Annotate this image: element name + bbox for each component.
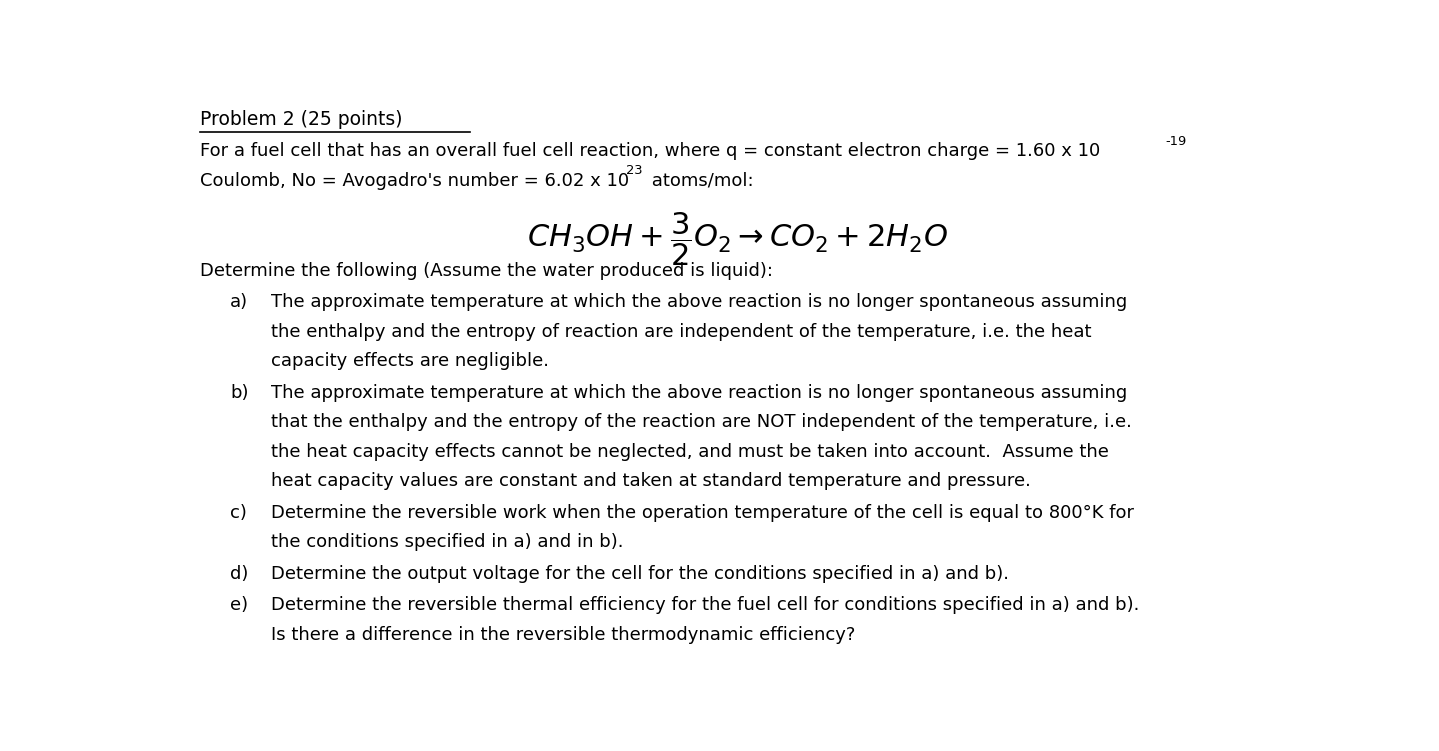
Text: the conditions specified in a) and in b).: the conditions specified in a) and in b)…: [272, 533, 625, 551]
Text: the enthalpy and the entropy of reaction are independent of the temperature, i.e: the enthalpy and the entropy of reaction…: [272, 323, 1092, 341]
Text: b): b): [230, 384, 249, 402]
Text: For a fuel cell that has an overall fuel cell reaction, where q = constant elect: For a fuel cell that has an overall fuel…: [200, 142, 1101, 160]
Text: Determine the reversible thermal efficiency for the fuel cell for conditions spe: Determine the reversible thermal efficie…: [272, 596, 1140, 614]
Text: -19: -19: [1166, 134, 1187, 148]
Text: c): c): [230, 504, 248, 522]
Text: Determine the following (Assume the water produced is liquid):: Determine the following (Assume the wate…: [200, 262, 773, 280]
Text: heat capacity values are constant and taken at standard temperature and pressure: heat capacity values are constant and ta…: [272, 472, 1032, 490]
Text: The approximate temperature at which the above reaction is no longer spontaneous: The approximate temperature at which the…: [272, 293, 1128, 311]
Text: a): a): [230, 293, 248, 311]
Text: d): d): [230, 565, 249, 583]
Text: The approximate temperature at which the above reaction is no longer spontaneous: The approximate temperature at which the…: [272, 384, 1128, 402]
Text: that the enthalpy and the entropy of the reaction are NOT independent of the tem: that the enthalpy and the entropy of the…: [272, 413, 1132, 431]
Text: Coulomb, No = Avogadro's number = 6.02 x 10: Coulomb, No = Avogadro's number = 6.02 x…: [200, 172, 629, 190]
Text: e): e): [230, 596, 248, 614]
Text: 23: 23: [626, 164, 642, 177]
Text: atoms/mol:: atoms/mol:: [646, 172, 754, 190]
Text: Determine the output voltage for the cell for the conditions specified in a) and: Determine the output voltage for the cel…: [272, 565, 1009, 583]
Text: the heat capacity effects cannot be neglected, and must be taken into account.  : the heat capacity effects cannot be negl…: [272, 443, 1109, 460]
Text: Problem 2 (25 points): Problem 2 (25 points): [200, 110, 403, 129]
Text: Is there a difference in the reversible thermodynamic efficiency?: Is there a difference in the reversible …: [272, 626, 856, 644]
Text: $CH_3OH + \dfrac{3}{2}O_2 \rightarrow CO_2 + 2H_2O$: $CH_3OH + \dfrac{3}{2}O_2 \rightarrow CO…: [527, 210, 948, 268]
Text: capacity effects are negligible.: capacity effects are negligible.: [272, 352, 550, 370]
Text: Determine the reversible work when the operation temperature of the cell is equa: Determine the reversible work when the o…: [272, 504, 1134, 522]
